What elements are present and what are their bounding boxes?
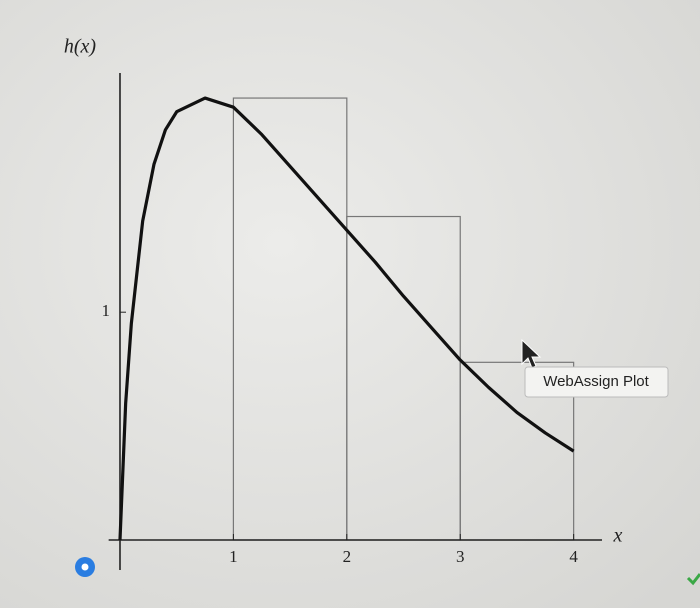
radio-dot xyxy=(81,563,89,571)
plot-area: 1 2 3 4 1 xyxy=(101,73,602,570)
x-tick-label: 4 xyxy=(569,547,578,566)
curve xyxy=(118,96,575,541)
tooltip: WebAssign Plot xyxy=(543,373,649,390)
y-axis-label: h(x) xyxy=(64,36,97,58)
x-tick-label: 1 xyxy=(229,547,238,566)
x-tick-label: 3 xyxy=(456,547,465,566)
check-mark xyxy=(686,573,700,586)
y-tick-label: 1 xyxy=(101,301,110,320)
tooltip-box xyxy=(524,366,669,398)
x-tick-label: 2 xyxy=(343,547,352,566)
x-axis-label: x xyxy=(613,525,623,547)
